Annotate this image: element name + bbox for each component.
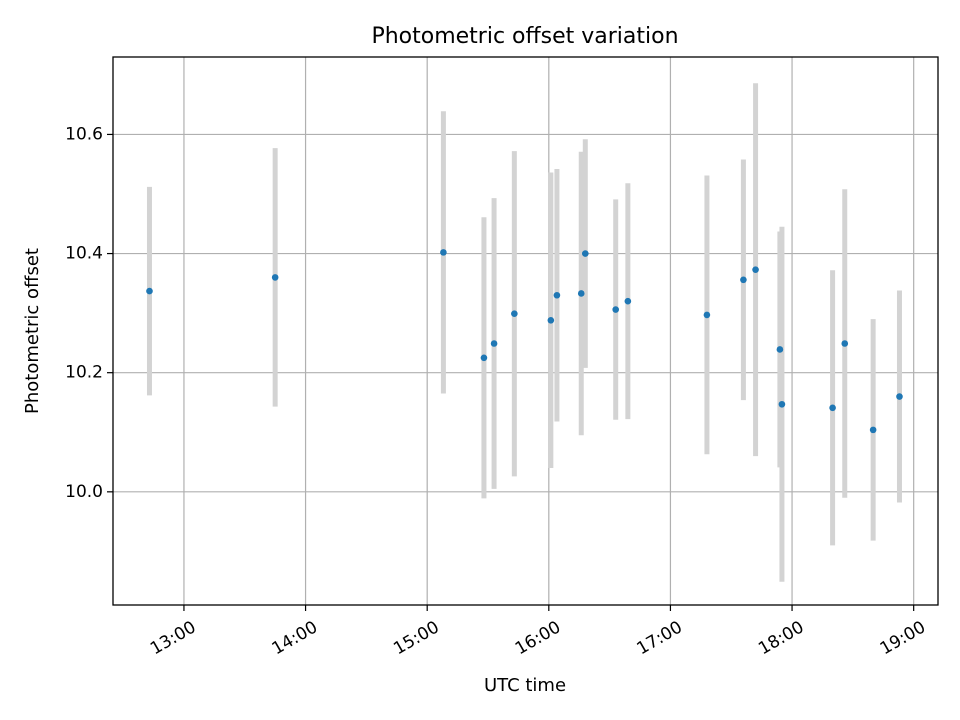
data-point <box>740 276 747 284</box>
data-point <box>480 354 488 362</box>
data-point <box>553 291 561 299</box>
grid <box>113 57 938 605</box>
data-point <box>896 393 903 400</box>
chart-title: Photometric offset variation <box>371 24 678 49</box>
x-axis-label: UTC time <box>484 675 566 696</box>
data-point <box>577 290 585 297</box>
data-point <box>547 316 555 324</box>
x-tick-label: 17:00 <box>633 617 685 659</box>
y-tick-label: 10.6 <box>65 124 103 144</box>
plot-frame <box>112 56 939 606</box>
data-point <box>440 249 447 256</box>
y-axis-ticks: 10.0 10.2 10.4 10.6 <box>65 124 113 502</box>
data-point <box>841 340 849 347</box>
y-tick-label: 10.2 <box>65 363 103 383</box>
data-point <box>752 266 759 273</box>
y-axis-label: Photometric offset <box>22 248 43 414</box>
error-bars <box>146 83 902 582</box>
x-axis-ticks: 13:00 14:00 15:00 16:00 17:00 18:00 19:00 <box>147 605 929 659</box>
y-tick-label: 10.0 <box>65 482 103 502</box>
data-point <box>271 274 279 281</box>
x-tick-label: 16:00 <box>512 617 564 659</box>
data-point <box>146 287 153 295</box>
data-points <box>146 249 903 434</box>
data-point <box>581 250 589 257</box>
x-tick-label: 15:00 <box>390 617 442 659</box>
data-point <box>829 404 836 412</box>
x-tick-label: 13:00 <box>147 617 199 659</box>
x-tick-label: 14:00 <box>269 617 321 659</box>
data-point <box>869 426 877 434</box>
data-point <box>778 400 786 408</box>
x-tick-label: 18:00 <box>755 617 807 659</box>
x-tick-label: 19:00 <box>877 617 929 659</box>
y-tick-label: 10.4 <box>65 244 103 264</box>
data-point <box>612 306 620 313</box>
data-point <box>624 297 632 305</box>
data-point <box>703 311 711 319</box>
data-point <box>776 346 784 353</box>
data-point <box>490 340 498 347</box>
data-point <box>511 310 518 318</box>
